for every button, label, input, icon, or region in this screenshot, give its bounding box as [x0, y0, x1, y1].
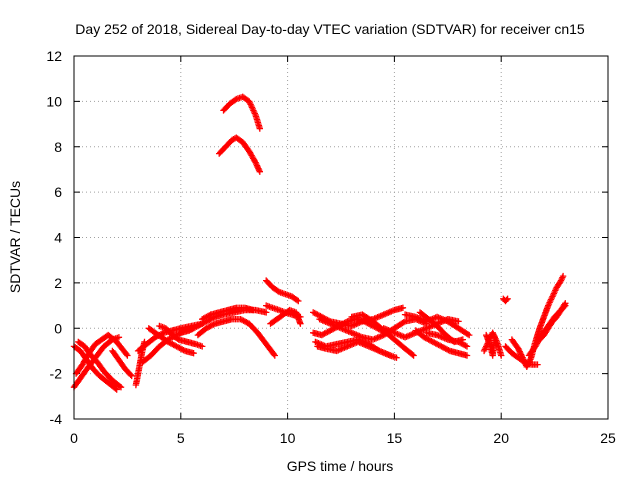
data-point: [504, 295, 511, 302]
series-arc-5: [109, 347, 135, 380]
data-point: [199, 343, 206, 350]
data-point: [491, 334, 498, 341]
data-point: [466, 331, 473, 339]
series-arc-9: [145, 325, 197, 357]
x-tick-label: 10: [280, 430, 296, 446]
data-point: [271, 352, 278, 359]
y-tick-label: -4: [50, 411, 63, 427]
x-tick-label: 0: [70, 430, 78, 446]
data-point: [256, 168, 263, 175]
series-arc-13: [199, 304, 257, 323]
y-tick-label: 0: [54, 320, 62, 336]
y-tick-label: 8: [54, 139, 62, 155]
series-arc-10: [156, 322, 206, 350]
series-arc-4: [72, 331, 131, 377]
series-arc-14: [216, 134, 263, 175]
data-point: [463, 343, 471, 350]
data-point: [463, 352, 471, 359]
series-arc-31: [483, 331, 498, 359]
x-tick-label: 25: [600, 430, 616, 446]
y-tick-label: 10: [46, 93, 62, 109]
data-point: [127, 371, 134, 378]
data-point: [400, 319, 407, 326]
series-arc-18: [267, 306, 304, 327]
data-point: [410, 352, 417, 359]
data-point: [462, 342, 469, 349]
data-point: [455, 318, 462, 325]
data-point: [297, 320, 304, 327]
x-axis-label: GPS time / hours: [287, 458, 394, 474]
data-point: [115, 334, 123, 341]
series-arc-29: [416, 309, 466, 346]
data-point: [124, 352, 131, 359]
y-tick-labels: -4 -2 0 2 4 6 8 10 12: [46, 48, 62, 427]
data-point: [445, 347, 452, 354]
data-point: [409, 351, 416, 358]
data-point: [270, 351, 277, 358]
data-point: [116, 383, 123, 390]
y-tick-label: 12: [46, 48, 62, 64]
data-point: [256, 125, 263, 132]
data-point: [399, 304, 407, 311]
series-arc-32: [500, 295, 511, 305]
series-arc-15: [220, 93, 263, 132]
x-tick-label: 20: [493, 430, 509, 446]
data-point: [206, 312, 213, 319]
data-point: [250, 306, 257, 314]
data-point: [459, 336, 466, 343]
y-axis-label: SDTVAR / TECUs: [7, 181, 23, 293]
data-point: [561, 301, 568, 308]
data-point: [534, 361, 541, 368]
data-point: [562, 300, 569, 307]
data-point: [190, 350, 197, 357]
y-tick-label: 4: [54, 230, 62, 246]
series-arc-16: [263, 277, 302, 305]
y-tick-label: -2: [50, 366, 63, 382]
y-tick-label: 6: [54, 184, 62, 200]
data-point: [295, 297, 302, 305]
data-marks: [70, 93, 569, 393]
data-point: [503, 296, 510, 304]
data-point: [393, 354, 400, 361]
y-tick-label: 2: [54, 275, 62, 291]
data-point: [123, 351, 130, 358]
x-tick-label: 5: [177, 430, 185, 446]
series-arc-36: [536, 300, 569, 343]
data-point: [559, 272, 567, 280]
plot-frame: [73, 55, 609, 420]
x-tick-label: 15: [387, 430, 403, 446]
series-arc-22: [314, 338, 400, 361]
data-point: [128, 372, 135, 380]
series-arc-27: [412, 327, 471, 359]
data-point: [498, 352, 505, 359]
series-arc-12: [194, 316, 278, 359]
data-point: [293, 296, 301, 304]
x-tick-labels: 0 5 10 15 20 25: [70, 430, 616, 446]
data-point: [342, 319, 350, 326]
data-point: [464, 331, 471, 338]
chart-title: Day 252 of 2018, Sidereal Day-to-day VTE…: [75, 21, 585, 37]
data-point: [263, 309, 270, 316]
data-point: [117, 384, 125, 391]
data-point: [210, 321, 217, 328]
